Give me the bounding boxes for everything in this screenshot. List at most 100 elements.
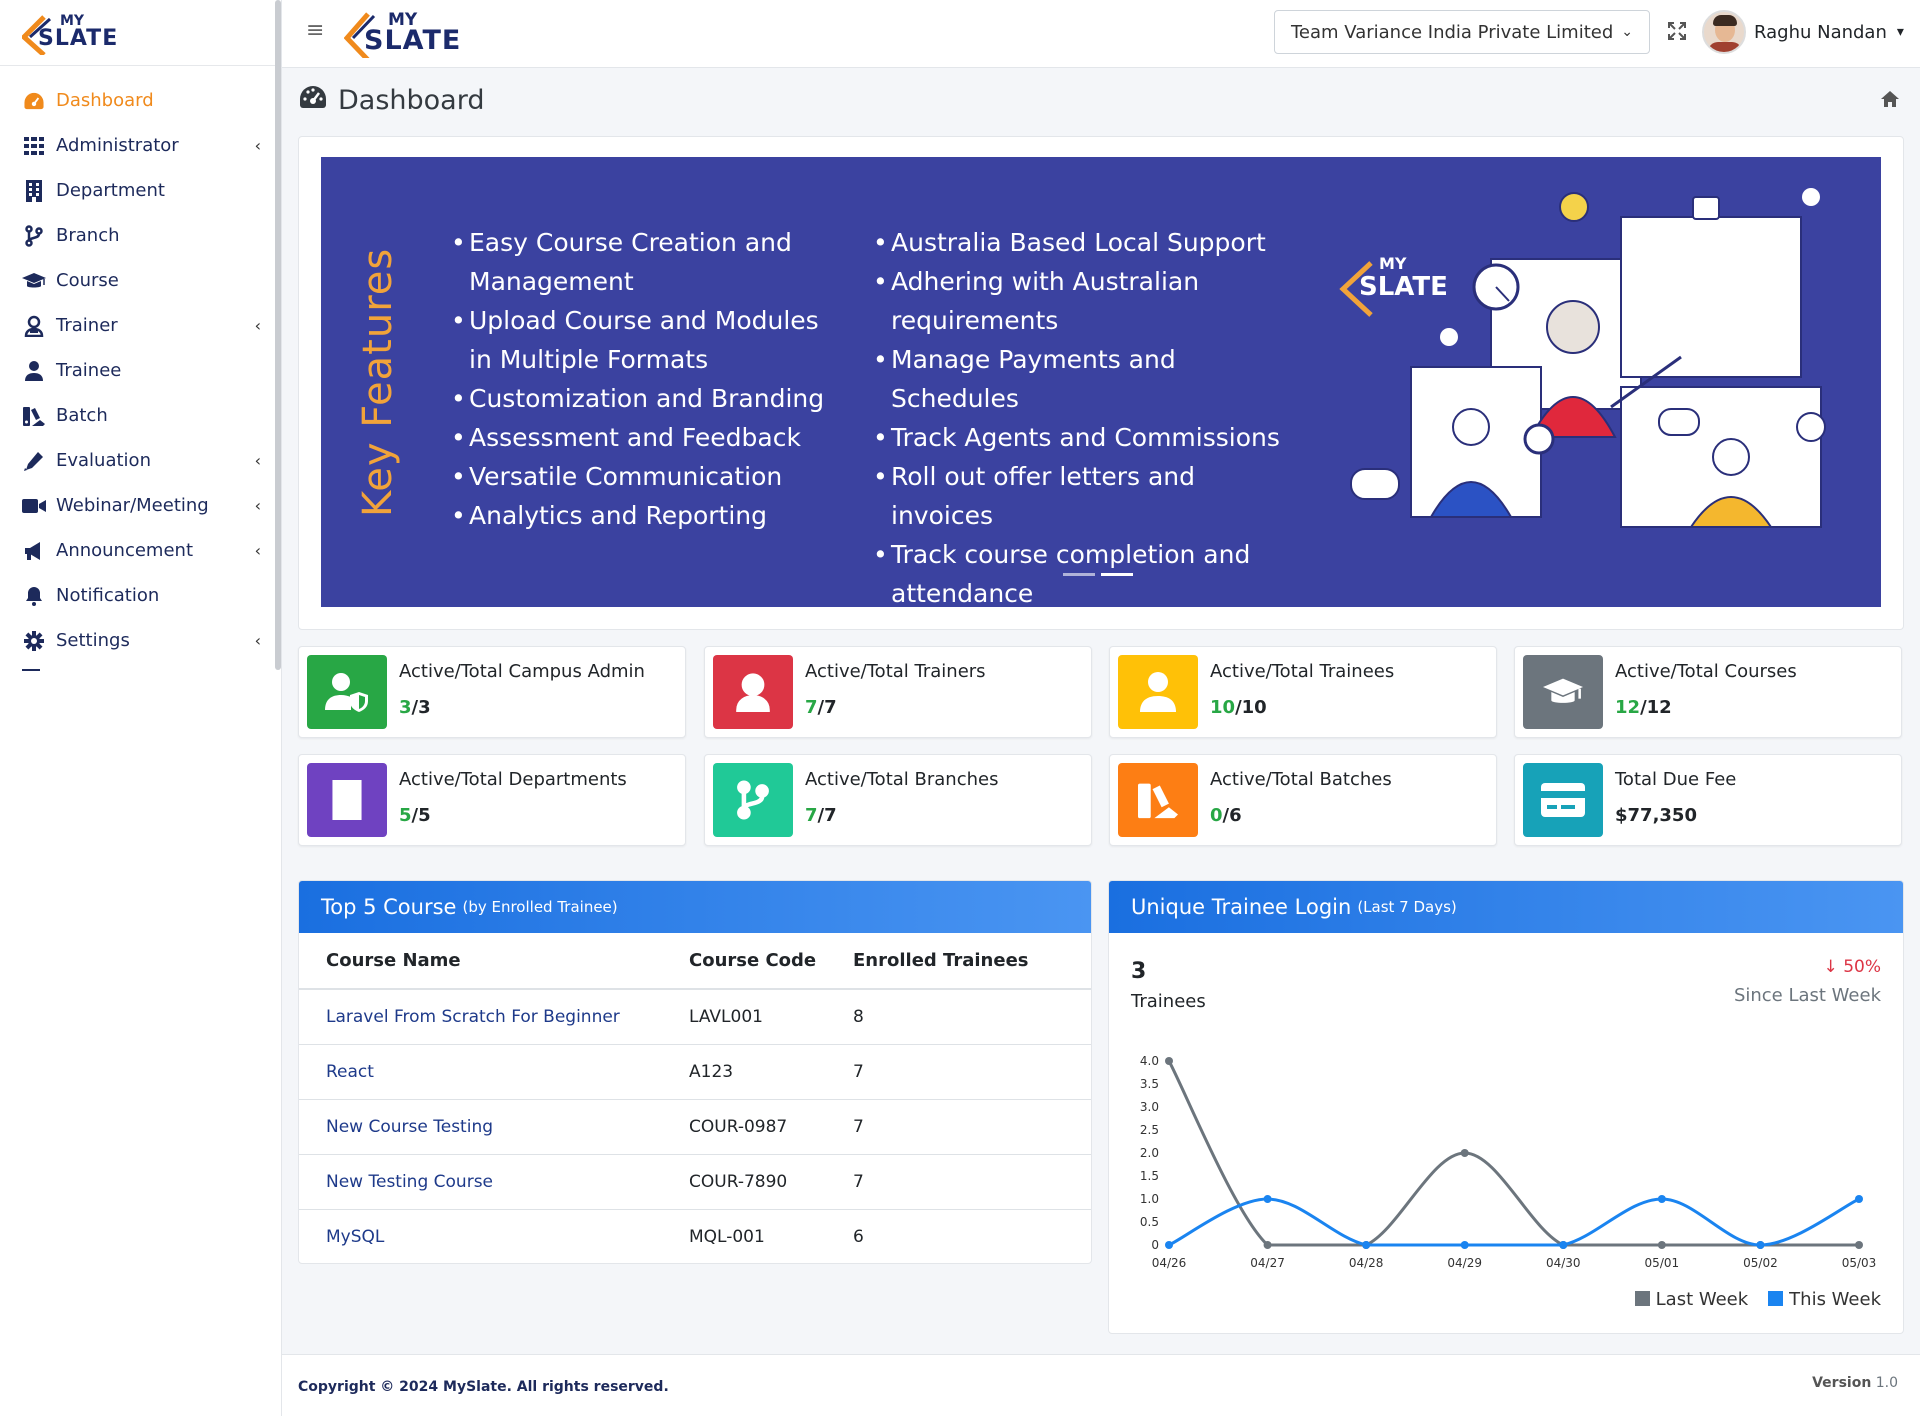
course-name-link[interactable]: MySQL	[299, 1208, 689, 1263]
data-point-this-week[interactable]	[1559, 1241, 1568, 1249]
top-courses-card: Top 5 Course (by Enrolled Trainee) Cours…	[298, 880, 1092, 1264]
sidebar-item-webinar-meeting[interactable]: Webinar/Meeting ‹	[0, 483, 281, 528]
data-point-this-week[interactable]	[1165, 1241, 1173, 1249]
data-point-last-week[interactable]	[1460, 1149, 1469, 1157]
trainee-login-subtitle: (Last 7 Days)	[1357, 898, 1457, 916]
feature-item: Assessment and Feedback	[451, 418, 841, 457]
stat-card-active-total-courses[interactable]: Active/Total Courses 12/12	[1514, 646, 1902, 738]
user-icon	[22, 359, 46, 383]
table-row: React A123 7	[299, 1043, 1091, 1099]
series-line-this-week	[1168, 1197, 1860, 1247]
fullscreen-icon[interactable]	[1668, 22, 1686, 45]
stat-card-active-total-trainees[interactable]: Active/Total Trainees 10/10	[1109, 646, 1497, 738]
dashboard-icon	[22, 89, 46, 113]
stat-figure: 0/6	[1210, 805, 1242, 826]
sidebar-overflow	[0, 663, 281, 673]
key-features-carousel[interactable]: Key Features Easy Course Creation and Ma…	[321, 157, 1881, 607]
stat-value: $77,350	[1615, 805, 1697, 826]
y-tick-label: 1.0	[1140, 1192, 1159, 1206]
home-icon[interactable]	[1880, 90, 1900, 112]
brand-logo[interactable]: MY SLATE	[22, 11, 117, 55]
sidebar-item-announcement[interactable]: Announcement ‹	[0, 528, 281, 573]
course-name-link[interactable]: New Course Testing	[299, 1098, 689, 1154]
video-icon	[22, 494, 46, 518]
sidebar-item-label: Administrator	[56, 135, 179, 156]
data-point-last-week[interactable]	[1657, 1241, 1666, 1249]
trainer-icon	[713, 655, 793, 729]
login-count-label: Trainees	[1131, 991, 1206, 1012]
chevron-left-icon: ‹	[254, 136, 261, 155]
stat-card-active-total-trainers[interactable]: Active/Total Trainers 7/7	[704, 646, 1092, 738]
sidebar-item-administrator[interactable]: Administrator ‹	[0, 123, 281, 168]
sidebar-item-notification[interactable]: Notification	[0, 573, 281, 618]
data-point-this-week[interactable]	[1756, 1241, 1765, 1249]
sidebar-item-dashboard[interactable]: Dashboard	[0, 78, 281, 123]
stat-label: Active/Total Trainees	[1210, 661, 1395, 682]
sidebar-item-evaluation[interactable]: Evaluation ‹	[0, 438, 281, 483]
trainee-login-card: Unique Trainee Login (Last 7 Days) 3 Tra…	[1108, 880, 1904, 1334]
stat-card-active-total-branches[interactable]: Active/Total Branches 7/7	[704, 754, 1092, 846]
stat-card-active-total-batches[interactable]: Active/Total Batches 0/6	[1109, 754, 1497, 846]
chevron-left-icon: ‹	[254, 451, 261, 470]
carousel-indicator-1[interactable]	[1063, 573, 1095, 576]
data-point-this-week[interactable]	[1460, 1241, 1469, 1249]
sidebar-item-department[interactable]: Department	[0, 168, 281, 213]
sidebar-item-trainee[interactable]: Trainee	[0, 348, 281, 393]
bell-icon	[22, 584, 46, 608]
data-point-last-week[interactable]	[1263, 1241, 1272, 1249]
data-point-last-week[interactable]	[1165, 1057, 1173, 1065]
course-name-link[interactable]: Laravel From Scratch For Beginner	[299, 988, 689, 1044]
sidebar-item-course[interactable]: Course	[0, 258, 281, 303]
trainee-login-title: Unique Trainee Login	[1131, 895, 1352, 919]
user-menu[interactable]: Raghu Nandan ▾	[1702, 10, 1904, 54]
data-point-last-week[interactable]	[1855, 1241, 1863, 1249]
stat-label: Total Due Fee	[1615, 769, 1737, 790]
legend-last-week[interactable]: Last Week	[1634, 1289, 1748, 1310]
sidebar-item-branch[interactable]: Branch	[0, 213, 281, 258]
feature-item: Roll out offer letters and invoices	[873, 457, 1293, 535]
company-select[interactable]: Team Variance India Private Limited ⌄	[1274, 10, 1650, 54]
data-point-this-week[interactable]	[1263, 1195, 1272, 1203]
hamburger-menu-icon[interactable]: ≡	[306, 18, 325, 43]
table-row: Laravel From Scratch For Beginner LAVL00…	[299, 988, 1091, 1044]
carousel-indicator-2[interactable]	[1101, 573, 1133, 576]
stat-total: 7	[824, 697, 837, 718]
stat-card-total-due-fee[interactable]: Total Due Fee $77,350	[1514, 754, 1902, 846]
key-features-card: Key Features Easy Course Creation and Ma…	[298, 136, 1904, 630]
stat-active: 7	[805, 805, 818, 826]
y-tick-label: 0.5	[1140, 1215, 1159, 1229]
sidebar-item-settings[interactable]: Settings ‹	[0, 618, 281, 663]
course-name-link[interactable]: React	[299, 1043, 689, 1099]
data-point-this-week[interactable]	[1362, 1241, 1371, 1249]
data-point-this-week[interactable]	[1855, 1195, 1863, 1203]
stat-total: 5	[418, 805, 431, 826]
page-title: Dashboard	[338, 85, 485, 116]
course-name-link[interactable]: New Testing Course	[299, 1153, 689, 1209]
company-select-value: Team Variance India Private Limited	[1291, 21, 1614, 43]
pen-icon	[22, 449, 46, 473]
user-shield-icon	[307, 655, 387, 729]
top-courses-header: Top 5 Course (by Enrolled Trainee)	[299, 881, 1091, 933]
stat-total: 6	[1229, 805, 1242, 826]
legend-this-week[interactable]: This Week	[1768, 1289, 1881, 1310]
y-tick-label: 3.0	[1140, 1100, 1159, 1114]
banner-logo: MY SLATE	[1339, 254, 1448, 317]
graduation-cap-icon	[1523, 655, 1603, 729]
stat-card-active-total-campus-admin[interactable]: Active/Total Campus Admin 3/3	[298, 646, 686, 738]
data-point-this-week[interactable]	[1657, 1195, 1666, 1203]
feature-item: Adhering with Australian requirements	[873, 262, 1293, 340]
feature-item: Australia Based Local Support	[873, 223, 1293, 262]
sidebar-scrollbar[interactable]	[275, 0, 281, 670]
chevron-down-icon: ⌄	[1621, 24, 1633, 40]
top-brand-logo[interactable]: MY SLATE	[344, 8, 460, 58]
col-course-name: Course Name	[299, 933, 689, 990]
course-code: A123	[689, 1043, 853, 1099]
y-tick-label: 4.0	[1140, 1054, 1159, 1068]
stat-card-active-total-departments[interactable]: Active/Total Departments 5/5	[298, 754, 686, 846]
sidebar-brand[interactable]: MY SLATE	[0, 0, 281, 66]
sidebar-item-batch[interactable]: Batch	[0, 393, 281, 438]
sidebar-item-label: Webinar/Meeting	[56, 495, 209, 516]
sidebar-item-trainer[interactable]: Trainer ‹	[0, 303, 281, 348]
stat-figure: 5/5	[399, 805, 431, 826]
sidebar-item-label: Trainer	[56, 315, 118, 336]
